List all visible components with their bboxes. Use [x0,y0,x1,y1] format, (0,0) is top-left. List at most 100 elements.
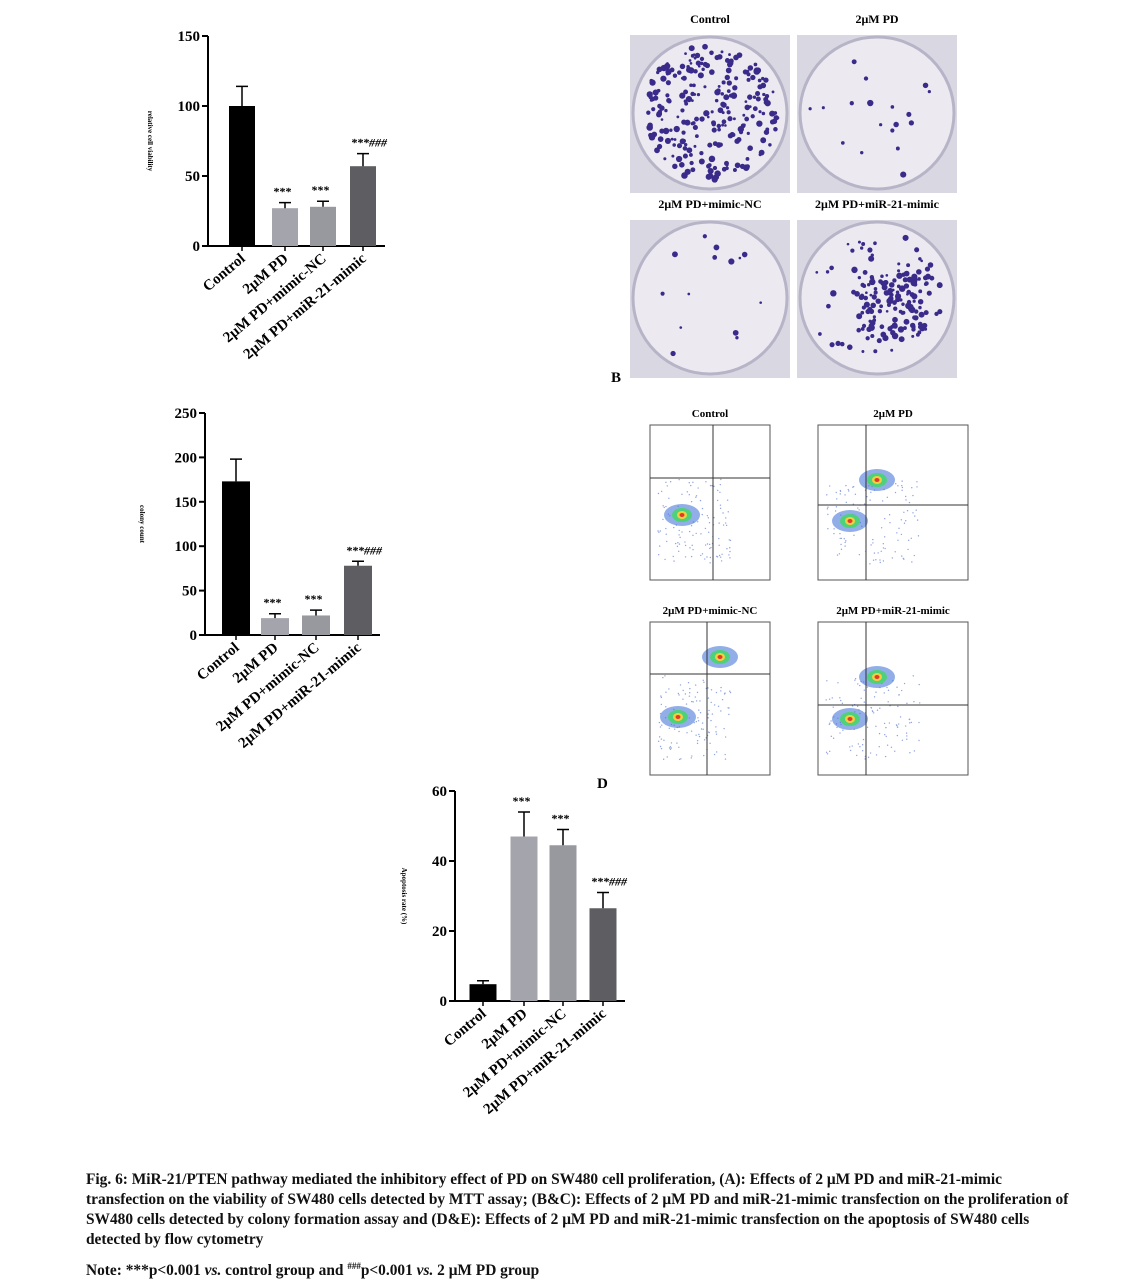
colony [890,128,895,133]
event-dot [718,554,721,557]
event-dot [863,689,865,691]
colony [902,277,908,283]
colony [865,291,868,295]
event-dot [722,524,725,526]
event-dot [917,535,920,537]
colony [693,144,697,148]
colony [825,270,830,274]
colony [694,134,699,138]
event-dot [880,527,883,529]
colony [728,258,735,265]
colony [865,336,870,341]
event-dot [678,478,680,481]
event-dot [658,545,661,547]
event-dot [660,490,663,493]
event-dot [703,739,706,741]
colony [752,95,757,99]
event-dot [883,722,886,725]
event-dot [699,700,701,702]
event-dot [706,556,708,558]
event-dot [902,557,905,560]
plate-title: 2μM PD+miR-21-mimic [815,197,940,211]
population [847,717,853,721]
bar [344,565,372,635]
event-dot [876,709,879,711]
event-dot [721,698,724,701]
event-dot [719,507,722,510]
colony [672,163,678,170]
colony [660,64,668,72]
colony [826,303,831,309]
colony [689,160,694,166]
event-dot [716,499,719,502]
event-dot [836,498,838,500]
event-dot [718,522,720,524]
colony [664,108,668,113]
colony [808,107,812,111]
event-dot [663,739,665,742]
event-dot [668,727,671,729]
bar [310,206,336,246]
event-dot [699,712,702,714]
event-dot [919,702,921,704]
event-dot [853,534,855,537]
colony [815,270,819,274]
colony [687,292,691,296]
event-dot [701,507,704,510]
event-dot [884,517,886,520]
event-dot [729,690,731,692]
event-dot [910,721,913,724]
event-dot [713,485,715,488]
event-dot [663,506,665,509]
event-dot [838,553,841,555]
colony [670,137,674,141]
event-dot [886,686,888,689]
colony [677,70,682,75]
flow-plot [817,424,969,581]
colony [711,176,718,183]
event-dot [848,490,850,492]
event-dot [866,726,869,729]
event-dot [864,758,866,760]
colony [829,265,834,271]
colony [869,293,873,297]
annotation: *** [512,794,531,808]
population [874,675,880,679]
event-dot [891,557,894,559]
event-dot [709,484,712,487]
event-dot [913,750,916,752]
event-dot [840,548,843,551]
annotation: *** [304,592,323,606]
flow-plot [817,621,969,776]
colony [696,92,701,97]
event-dot [724,692,726,694]
colony [724,124,727,127]
y-tick-label: 0 [190,628,198,644]
colony [651,131,658,138]
colony [890,330,896,336]
colony [728,53,731,56]
colony [670,350,676,357]
event-dot [690,555,693,558]
event-dot [692,548,694,551]
colony [725,106,730,110]
event-dot [857,683,859,685]
event-dot [700,554,702,557]
plate [798,220,956,376]
event-dot [695,496,697,498]
colony [732,85,738,91]
colony [927,262,934,268]
event-dot [720,690,722,692]
colony [721,111,725,115]
event-dot [900,533,903,536]
event-dot [695,720,698,723]
y-tick-label: 100 [178,99,201,115]
event-dot [678,529,680,532]
event-dot [723,727,725,730]
event-dot [895,483,897,485]
colony [666,98,672,103]
event-dot [830,720,832,722]
colony [717,84,721,88]
event-dot [720,478,722,481]
